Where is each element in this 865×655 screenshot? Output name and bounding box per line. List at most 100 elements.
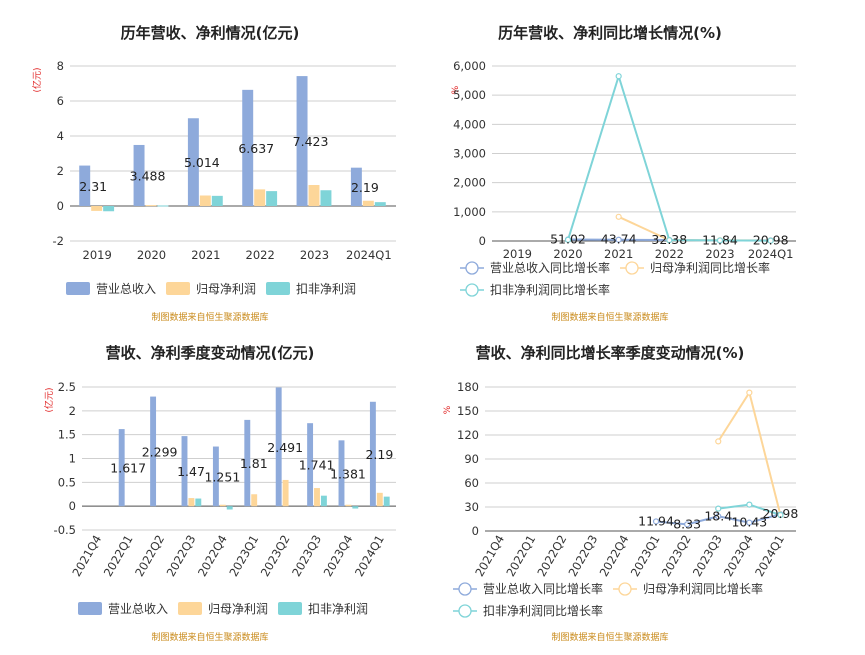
- legend-label: 归母净利润同比增长率: [650, 260, 770, 275]
- y-tick-label: 1.5: [58, 428, 76, 442]
- data-label: 3.488: [130, 168, 166, 183]
- series-point: [615, 213, 622, 220]
- series-point: [652, 518, 660, 525]
- legend-item[interactable]: 归母净利润同比增长率: [613, 581, 763, 596]
- y-tick-label: 2: [57, 164, 64, 178]
- data-label: 11.84: [702, 233, 738, 248]
- legend-item[interactable]: 扣非净利润同比增长率: [453, 603, 603, 618]
- series-point: [767, 237, 774, 244]
- x-tick-label: 2023Q4: [721, 533, 756, 580]
- series-point: [715, 438, 722, 445]
- legend-item[interactable]: 营业总收入同比增长率: [460, 260, 610, 275]
- series-point: [716, 237, 724, 244]
- legend-swatch: [266, 282, 290, 295]
- y-axis-unit: %: [451, 85, 461, 94]
- legend-marker: [465, 261, 479, 275]
- bar-2: [254, 189, 266, 206]
- bar-2: [188, 498, 195, 507]
- chart-title: 营收、净利同比增长率季度变动情况(%): [476, 344, 745, 362]
- legend-marker: [458, 582, 472, 596]
- x-tick-label: 2022Q3: [164, 533, 199, 580]
- legend-item[interactable]: 扣非净利润: [266, 282, 356, 296]
- x-tick-label: 2019: [503, 247, 532, 261]
- bar-1: [338, 440, 345, 507]
- series-point: [615, 236, 622, 243]
- legend-item[interactable]: 营业总收入: [66, 282, 156, 296]
- legend-item[interactable]: 归母净利润: [166, 282, 256, 296]
- x-tick-label: 2020: [553, 247, 582, 261]
- legend: 营业总收入 归母净利润 扣非净利润: [66, 282, 356, 296]
- x-tick-label: 2022Q3: [566, 533, 601, 580]
- y-tick-label: 120: [457, 428, 479, 442]
- data-label: 1.251: [204, 469, 240, 484]
- x-tick-label: 2020: [137, 248, 166, 262]
- y-tick-label: 2.5: [58, 380, 76, 394]
- bar-1: [133, 144, 145, 206]
- data-label: 2.299: [142, 444, 178, 459]
- chart-title: 营收、净利季度变动情况(亿元): [106, 344, 315, 362]
- x-tick-label: 2021Q4: [69, 533, 104, 580]
- y-tick-label: 180: [457, 380, 479, 394]
- x-tick-label: 2021Q4: [472, 533, 507, 580]
- bar-2: [145, 205, 157, 207]
- y-tick-label: 6: [57, 94, 64, 108]
- legend-item[interactable]: 扣非净利润: [278, 602, 368, 616]
- legend-label: 扣非净利润同比增长率: [483, 603, 603, 618]
- bar-2: [345, 504, 352, 507]
- y-tick-label: 0: [69, 499, 76, 513]
- bar-3: [211, 195, 223, 206]
- x-tick-label: 2024Q1: [748, 247, 794, 261]
- chart-title: 历年营收、净利情况(亿元): [121, 24, 300, 42]
- legend-swatch: [166, 282, 190, 295]
- bar-1: [369, 401, 376, 507]
- series-point: [746, 501, 753, 508]
- y-tick-label: 0: [57, 199, 64, 213]
- data-label: 11.94: [638, 513, 674, 528]
- x-tick-label: 2023: [300, 248, 329, 262]
- x-tick-label: 2023Q2: [258, 533, 293, 580]
- source-note: 制图数据来自恒生聚源数据库: [151, 631, 268, 643]
- data-label: 8.33: [673, 516, 701, 531]
- bar-3: [320, 190, 332, 206]
- bar-3: [195, 498, 202, 507]
- x-tick-label: 2023Q3: [289, 533, 324, 580]
- legend-marker: [465, 283, 479, 297]
- legend-item[interactable]: 扣非净利润同比增长率: [460, 282, 610, 297]
- bar-2: [219, 504, 226, 507]
- x-tick-label: 2022Q2: [534, 533, 569, 580]
- data-label: 20.98: [753, 232, 789, 247]
- x-tick-label: 2022Q4: [597, 533, 632, 580]
- bar-1: [150, 396, 157, 507]
- legend-swatch: [178, 602, 202, 615]
- legend-swatch: [66, 282, 90, 295]
- bar-2: [362, 200, 374, 206]
- bar-3: [157, 205, 169, 207]
- source-note: 制图数据来自恒生聚源数据库: [551, 631, 668, 643]
- legend-item[interactable]: 营业总收入同比增长率: [453, 581, 603, 596]
- series-point: [746, 389, 753, 396]
- x-tick-label: 2023Q1: [226, 533, 261, 580]
- source-note: 制图数据来自恒生聚源数据库: [551, 311, 668, 323]
- x-tick-label: 2023Q1: [628, 533, 663, 580]
- bar-2: [376, 492, 383, 507]
- y-tick-label: 3,000: [453, 147, 486, 161]
- bar-1: [181, 436, 188, 507]
- y-tick-label: 60: [464, 476, 479, 490]
- x-tick-label: 2022Q4: [195, 533, 230, 580]
- y-tick-label: 4,000: [453, 117, 486, 131]
- data-label: 1.617: [110, 461, 146, 476]
- x-tick-label: 2023Q2: [659, 533, 694, 580]
- data-label: 1.47: [177, 464, 205, 479]
- y-tick-label: 8: [57, 59, 64, 73]
- legend-item[interactable]: 归母净利润同比增长率: [620, 260, 770, 275]
- legend-swatch: [78, 602, 102, 615]
- y-axis-unit: (亿元): [43, 387, 55, 412]
- bar-3: [383, 496, 390, 507]
- data-label: 5.014: [184, 155, 220, 170]
- bar-1: [187, 118, 199, 206]
- data-label: 2.491: [267, 440, 303, 455]
- legend-item[interactable]: 归母净利润: [178, 602, 268, 616]
- legend-item[interactable]: 营业总收入: [78, 602, 168, 616]
- bar-3: [374, 202, 386, 206]
- series-point: [615, 73, 622, 80]
